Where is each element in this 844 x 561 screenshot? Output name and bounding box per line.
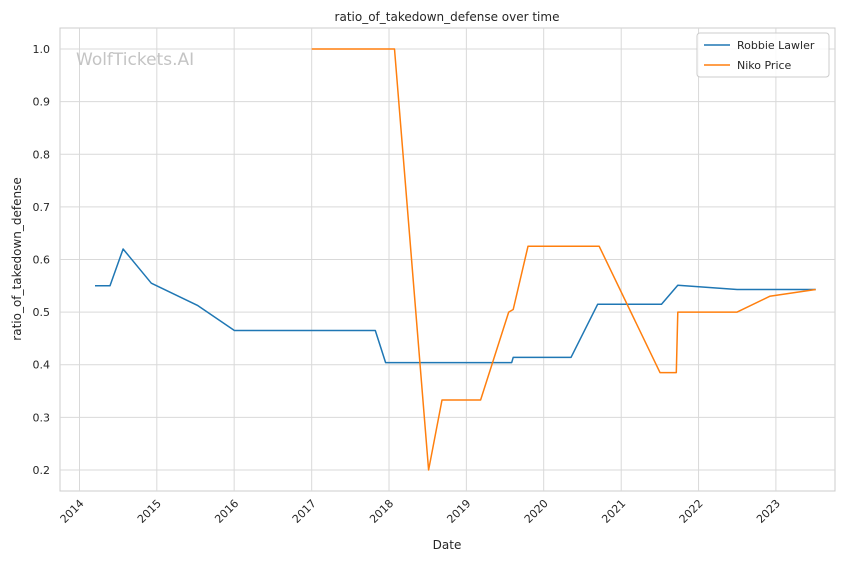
x-tick-label: 2022 xyxy=(677,497,706,526)
x-tick-label: 2018 xyxy=(367,497,396,526)
series-line-robbie-lawler xyxy=(95,248,816,364)
x-tick-label: 2023 xyxy=(754,497,783,526)
x-tick-label: 2014 xyxy=(58,497,87,526)
y-axis-title: ratio_of_takedown_defense xyxy=(10,177,24,340)
y-tick-label: 0.4 xyxy=(33,359,51,372)
y-tick-label: 0.7 xyxy=(33,201,51,214)
grid-lines xyxy=(60,28,835,491)
y-tick-label: 0.9 xyxy=(33,96,51,109)
x-tick-label: 2021 xyxy=(599,497,628,526)
y-axis-ticks: 0.2 0.3 0.4 0.5 0.6 0.7 0.8 0.9 1.0 xyxy=(33,43,51,477)
series-lines xyxy=(95,48,816,471)
y-tick-label: 0.8 xyxy=(33,148,51,161)
x-axis-title: Date xyxy=(433,538,462,552)
series-line-niko-price xyxy=(311,48,816,471)
x-tick-label: 2015 xyxy=(135,497,164,526)
legend-box xyxy=(696,32,830,78)
y-tick-label: 0.5 xyxy=(33,306,51,319)
x-axis-ticks: 2014 2015 2016 2017 2018 2019 2020 2021 2022 2023 xyxy=(58,497,783,526)
chart-title: ratio_of_takedown_defense over time xyxy=(335,10,560,24)
y-tick-label: 0.3 xyxy=(33,411,51,424)
y-tick-label: 0.2 xyxy=(33,464,51,477)
y-tick-label: 0.6 xyxy=(33,254,51,267)
legend: Robbie Lawler Niko Price xyxy=(696,32,830,78)
legend-label-robbie-lawler: Robbie Lawler xyxy=(737,39,815,52)
x-tick-label: 2020 xyxy=(522,497,551,526)
watermark: WolfTickets.AI xyxy=(76,50,194,70)
x-tick-label: 2019 xyxy=(444,497,473,526)
x-tick-label: 2017 xyxy=(290,497,319,526)
x-tick-label: 2016 xyxy=(212,497,241,526)
y-tick-label: 1.0 xyxy=(33,43,51,56)
legend-label-niko-price: Niko Price xyxy=(737,59,792,72)
